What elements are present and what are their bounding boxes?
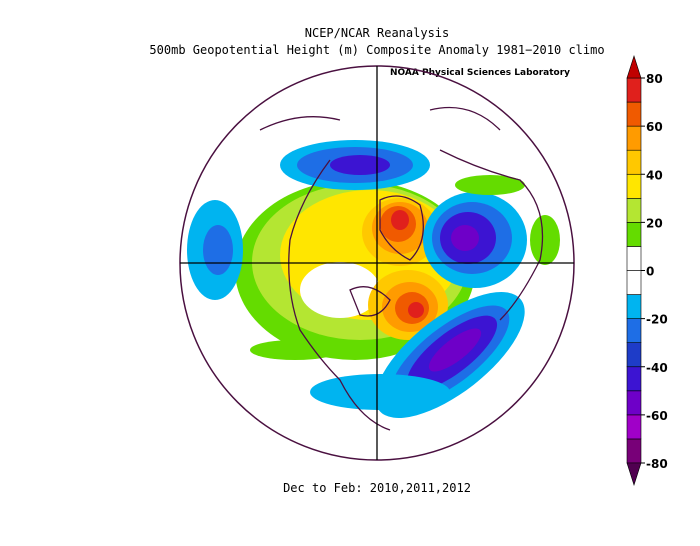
colorbar-segment [626,414,642,440]
colorbar-tick-label: 40 [646,168,663,182]
colorbar-segment [626,318,642,343]
colorbar-segment [626,198,642,223]
colorbar-tick-label: -80 [646,457,668,471]
colorbar-tick-label: -60 [646,409,668,423]
colorbar-segment [626,438,642,464]
colorbar-segment [626,149,642,175]
colorbar-segment [626,342,642,368]
colorbar-segment [626,390,642,416]
footer: Dec to Feb: 2010,2011,2012 [283,481,471,495]
title: NCEP/NCAR Reanalysis [305,26,450,40]
colorbar-segment [626,270,642,295]
colorbar-segment [626,77,642,103]
subtitle: 500mb Geopotential Height (m) Composite … [149,43,604,57]
colorbar-segment [626,101,642,127]
colorbar-arrow [626,55,642,79]
colorbar-tick-label: 80 [646,72,663,86]
colorbar-tick-label: -40 [646,361,668,375]
attribution: NOAA Physical Sciences Laboratory [390,68,570,78]
colorbar-tick-label: 20 [646,216,663,230]
colorbar-segment [626,294,642,319]
colorbar-segment [626,222,642,247]
anomaly-field [187,140,560,418]
coastlines [259,106,544,431]
colorbar-segment [626,366,642,392]
colorbar-segment [626,173,642,199]
colorbar-tick-label: -20 [646,313,668,327]
colorbar-tick-label: 60 [646,120,663,134]
colorbar-segment [626,125,642,151]
colorbar: 80 60 40 20 0 -20 -40 -60 -80 [626,55,668,486]
colorbar-segment [626,246,642,271]
colorbar-arrow [626,462,642,486]
colorbar-tick-label: 0 [646,265,654,279]
